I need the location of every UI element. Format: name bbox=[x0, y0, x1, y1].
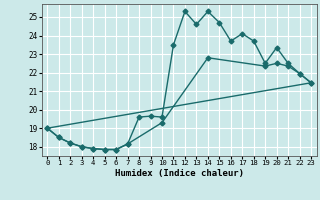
X-axis label: Humidex (Indice chaleur): Humidex (Indice chaleur) bbox=[115, 169, 244, 178]
